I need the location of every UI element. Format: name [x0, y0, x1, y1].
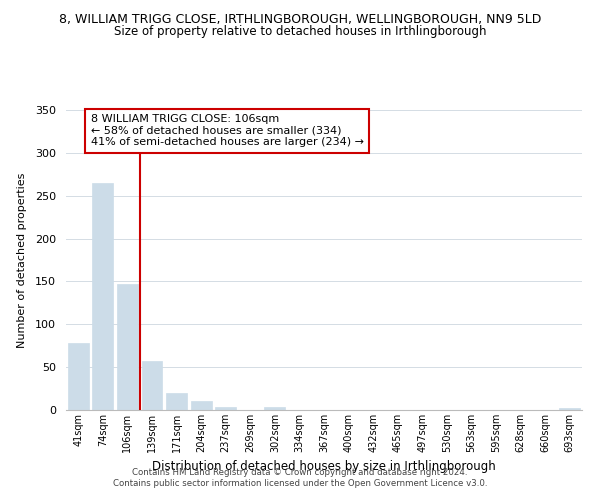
Text: 8, WILLIAM TRIGG CLOSE, IRTHLINGBOROUGH, WELLINGBOROUGH, NN9 5LD: 8, WILLIAM TRIGG CLOSE, IRTHLINGBOROUGH,…: [59, 12, 541, 26]
Bar: [191, 400, 212, 410]
Bar: [166, 393, 187, 410]
Bar: [142, 361, 163, 410]
Bar: [92, 183, 113, 410]
Bar: [215, 408, 236, 410]
Bar: [68, 343, 89, 410]
Text: Contains HM Land Registry data © Crown copyright and database right 2024.
Contai: Contains HM Land Registry data © Crown c…: [113, 468, 487, 487]
Y-axis label: Number of detached properties: Number of detached properties: [17, 172, 27, 348]
Text: Size of property relative to detached houses in Irthlingborough: Size of property relative to detached ho…: [114, 25, 486, 38]
Text: 8 WILLIAM TRIGG CLOSE: 106sqm
← 58% of detached houses are smaller (334)
41% of : 8 WILLIAM TRIGG CLOSE: 106sqm ← 58% of d…: [91, 114, 364, 148]
X-axis label: Distribution of detached houses by size in Irthlingborough: Distribution of detached houses by size …: [152, 460, 496, 473]
Bar: [117, 284, 138, 410]
Bar: [559, 408, 580, 410]
Bar: [265, 408, 286, 410]
